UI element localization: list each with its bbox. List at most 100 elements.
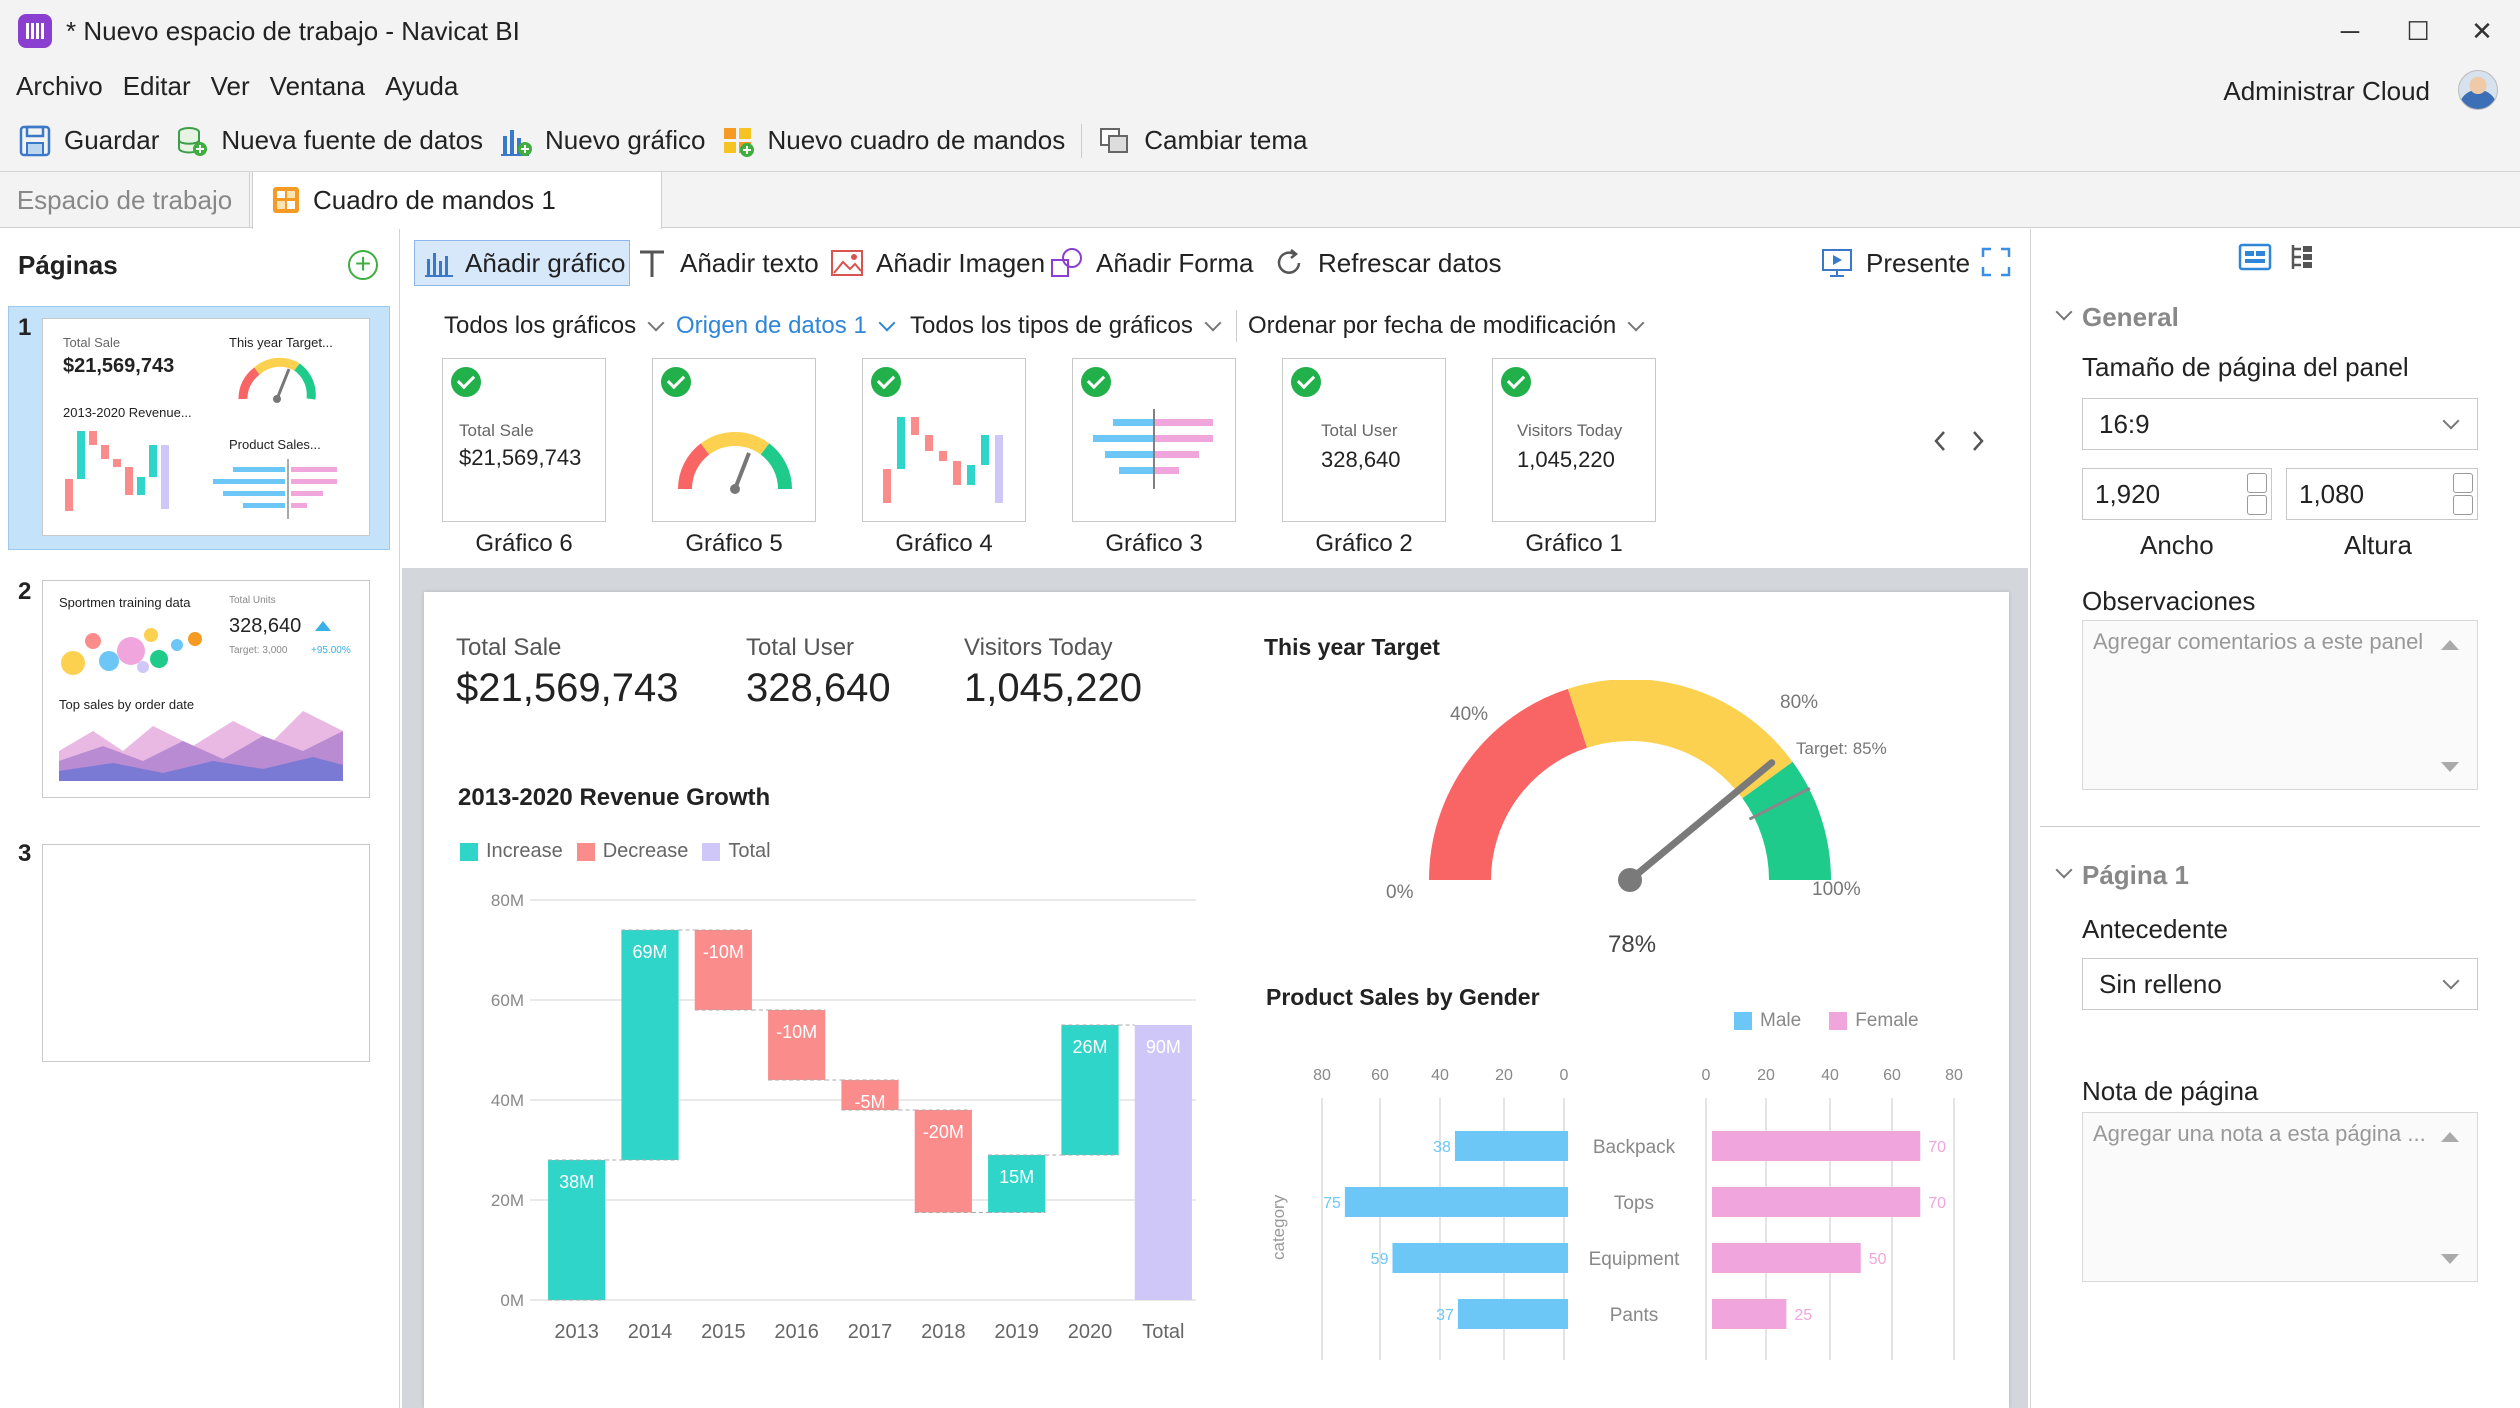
thumb-page2-charts (59, 621, 343, 781)
chart-card-3[interactable] (1072, 358, 1236, 522)
chart-card-5[interactable] (652, 358, 816, 522)
filter-datasource[interactable]: Origen de datos 1 (676, 312, 896, 340)
gauge-band-high (1741, 761, 1831, 881)
refresh-data-button[interactable]: Refrescar datos (1272, 240, 1502, 286)
spin-up-icon[interactable] (2247, 473, 2267, 493)
height-input[interactable]: 1,080 (2286, 468, 2478, 520)
notes-textarea[interactable]: Agregar comentarios a este panel (2082, 620, 2478, 790)
new-dashboard-button[interactable]: Nuevo cuadro de mandos (721, 124, 1065, 158)
page-thumbnail-1[interactable]: Total Sale $21,569,743 This year Target.… (42, 318, 370, 536)
general-section-title[interactable]: General (2082, 302, 2179, 332)
x-tick-label: 2014 (628, 1321, 673, 1343)
add-chart-label: Añadir gráfico (465, 247, 626, 278)
bar-male (1392, 1243, 1568, 1273)
add-text-button[interactable]: Añadir texto (636, 240, 819, 286)
main-toolbar: Guardar Nueva fuente de datos Nuevo gráf… (0, 110, 2520, 172)
gauge-value-label: 78% (1608, 931, 1656, 958)
background-select[interactable]: Sin relleno (2082, 958, 2478, 1010)
x-tick-label-male: 20 (1495, 1067, 1513, 1084)
properties-tab-icon[interactable] (2238, 242, 2272, 272)
chart-strip-pager[interactable] (1930, 426, 1990, 456)
width-value: 1,920 (2095, 479, 2161, 509)
add-text-label: Añadir texto (680, 247, 819, 278)
waterfall-bar-label: 90M (1146, 1037, 1181, 1057)
user-avatar[interactable] (2458, 70, 2498, 110)
minimize-button[interactable]: ─ (2340, 16, 2360, 46)
add-chart-button[interactable]: Añadir gráfico (414, 240, 630, 286)
check-icon (1501, 367, 1531, 397)
new-chart-button[interactable]: Nuevo gráfico (499, 124, 705, 158)
layers-tab-icon[interactable] (2288, 242, 2318, 272)
width-input[interactable]: 1,920 (2082, 468, 2272, 520)
gauge-title: This year Target (1264, 634, 1440, 660)
add-page-button[interactable]: + (348, 250, 378, 280)
spin-up-icon[interactable] (2453, 473, 2473, 493)
menu-editar[interactable]: Editar (122, 70, 191, 101)
page-size-select[interactable]: 16:9 (2082, 398, 2478, 450)
scroll-up-icon (2441, 640, 2459, 650)
menu-archivo[interactable]: Archivo (16, 70, 103, 101)
chart-card-1[interactable]: Visitors Today 1,045,220 (1492, 358, 1656, 522)
bar-female (1712, 1187, 1921, 1217)
thumb-total-sale-label: Total Sale (63, 335, 121, 350)
category-label: Tops (1614, 1193, 1654, 1214)
save-button[interactable]: Guardar (18, 124, 159, 158)
canvas-toolbar (402, 229, 2028, 295)
category-label: Equipment (1589, 1249, 1681, 1270)
add-shape-button[interactable]: Añadir Forma (1050, 240, 1254, 286)
page-size-label: Tamaño de página del panel (2082, 352, 2409, 382)
new-datasource-button[interactable]: Nueva fuente de datos (175, 124, 483, 158)
chart-add-icon (501, 129, 533, 156)
waterfall-bar-label: -10M (776, 1022, 817, 1042)
thumb-training-title: Sportmen training data (59, 595, 191, 610)
bar-female (1712, 1299, 1787, 1329)
chevron-down-icon (878, 314, 896, 332)
chart-card-4[interactable] (862, 358, 1026, 522)
tab-workspace[interactable]: Espacio de trabajo (0, 172, 250, 228)
filter-chart-types[interactable]: Todos los tipos de gráficos (910, 312, 1222, 340)
menu-ayuda[interactable]: Ayuda (385, 70, 459, 101)
close-button[interactable]: ✕ (2471, 16, 2493, 46)
page-thumbnail-2[interactable]: Sportmen training data Total Units 328,6… (42, 580, 370, 798)
page-thumbnail-3[interactable] (42, 844, 370, 1062)
change-theme-button[interactable]: Cambiar tema (1098, 124, 1307, 158)
kpi-total-user-value: 328,640 (746, 666, 891, 710)
menu-ver[interactable]: Ver (210, 70, 250, 101)
gauge-chart: 0% 40% 80% 100% Target: 85% 78% (1386, 680, 1887, 958)
card-kpi-label: Total Sale (459, 421, 534, 440)
sort-dropdown[interactable]: Ordenar por fecha de modificación (1248, 312, 1645, 340)
thumb-top-sales-title: Top sales by order date (59, 697, 195, 712)
chart-card-label: Gráfico 6 (475, 530, 573, 557)
menu-ventana[interactable]: Ventana (269, 70, 366, 101)
bar-chart-icon (425, 253, 453, 277)
tab-dashboard[interactable]: Cuadro de mandos 1 (252, 172, 662, 229)
page-note-textarea[interactable]: Agregar una nota a esta página ... (2082, 1112, 2478, 1282)
chart-card-2[interactable]: Total User 328,640 (1282, 358, 1446, 522)
add-image-button[interactable]: Añadir Imagen (830, 240, 1045, 286)
thumb-product-title: Product Sales... (229, 437, 321, 452)
thumb-page1-charts (65, 357, 337, 519)
thumb-units-label: Total Units (229, 595, 276, 606)
fullscreen-icon[interactable] (1980, 246, 2012, 278)
y-tick-label: 20M (491, 1191, 524, 1210)
filter-all-charts[interactable]: Todos los gráficos (444, 312, 665, 340)
spin-down-icon[interactable] (2453, 495, 2473, 515)
gauge-target-marker (1748, 786, 1811, 821)
waterfall-bar (1134, 1025, 1192, 1300)
page-note-scrollbar[interactable] (2438, 1124, 2462, 1274)
present-button[interactable]: Presente (1820, 240, 1970, 286)
waterfall-bar-label: 15M (999, 1167, 1034, 1187)
notes-scrollbar[interactable] (2438, 632, 2462, 782)
thumb-target-title: This year Target... (229, 335, 333, 350)
manage-cloud-link[interactable]: Administrar Cloud (2223, 76, 2430, 106)
x-tick-label: 2020 (1068, 1321, 1113, 1343)
maximize-button[interactable]: ☐ (2406, 16, 2430, 46)
background-value: Sin relleno (2099, 969, 2222, 999)
spin-down-icon[interactable] (2247, 495, 2267, 515)
x-tick-label-male: 80 (1313, 1067, 1331, 1084)
card-kpi-label: Visitors Today (1517, 421, 1623, 440)
scroll-down-icon (2441, 1254, 2459, 1264)
mini-gauge-chart (678, 432, 792, 494)
chart-card-6[interactable]: Total Sale $21,569,743 (442, 358, 606, 522)
page-section-title[interactable]: Página 1 (2082, 860, 2189, 890)
